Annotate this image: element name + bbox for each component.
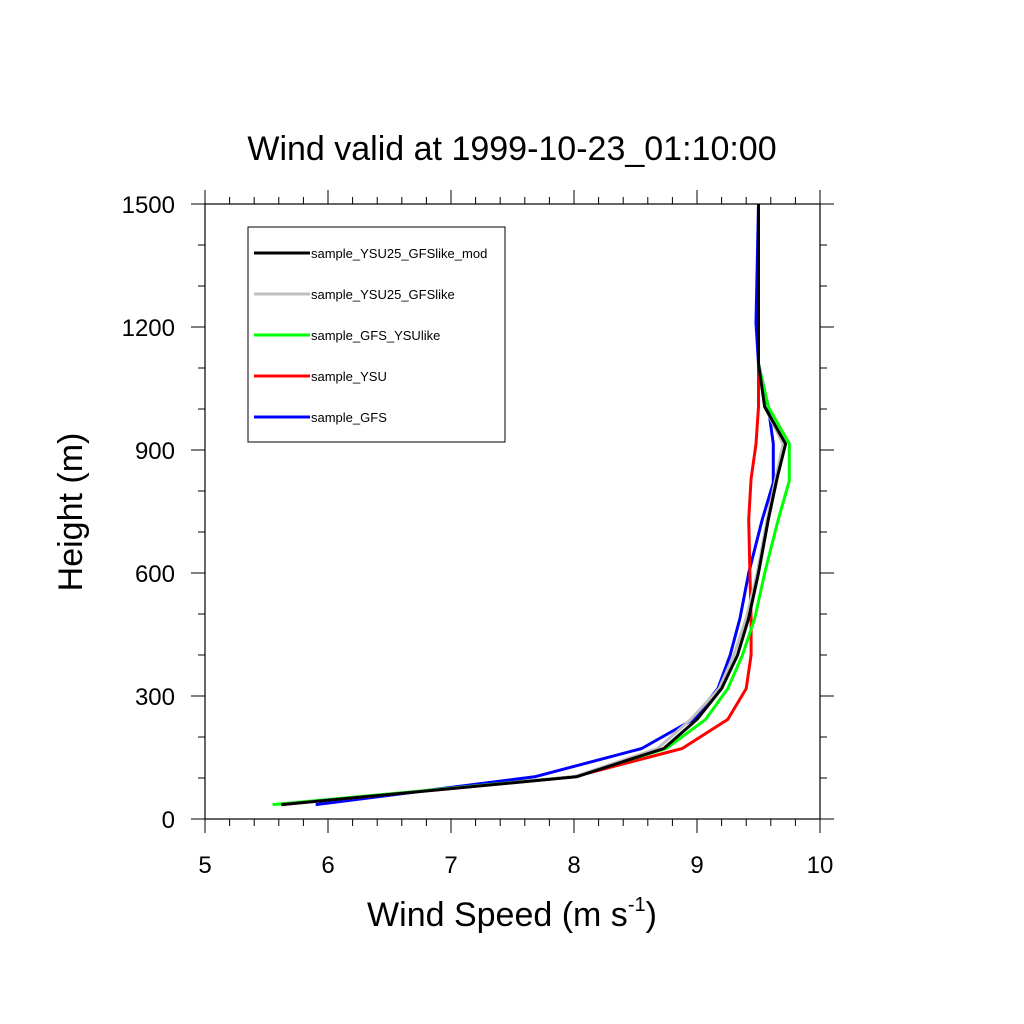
- y-tick-label: 1200: [122, 315, 175, 342]
- x-tick-label: 9: [690, 852, 703, 879]
- x-axis-label: Wind Speed (m s-1): [367, 894, 657, 934]
- legend: sample_YSU25_GFSlike_mod sample_YSU25_GFS…: [247, 226, 506, 443]
- x-tick-label: 6: [321, 852, 334, 879]
- y-tick-label: 900: [135, 438, 175, 465]
- series-line-sample_YSU: [281, 204, 760, 807]
- legend-label: sample_YSU: [311, 369, 387, 384]
- x-axis-label-main: Wind Speed (m s: [367, 896, 628, 934]
- legend-label: sample_GFS: [311, 410, 387, 425]
- x-tick-label: 7: [444, 852, 457, 879]
- y-tick-label: 0: [162, 807, 175, 834]
- y-tick-label: 1500: [122, 192, 175, 219]
- x-tick-label: 5: [198, 852, 211, 879]
- y-axis-label: Height (m): [52, 433, 90, 592]
- x-axis-label-superscript: -1: [628, 894, 646, 916]
- legend-label: sample_YSU25_GFSlike: [311, 287, 455, 302]
- chart-title: Wind valid at 1999-10-23_01:10:00: [247, 130, 776, 168]
- series-line-sample_YSU25_GFSlike_mod: [281, 204, 788, 807]
- y-tick-label: 600: [135, 561, 175, 588]
- y-tick-label: 300: [135, 684, 175, 711]
- legend-label: sample_GFS_YSUlike: [311, 328, 440, 343]
- x-axis-label-end: ): [646, 896, 657, 934]
- plot-lines: [272, 203, 791, 807]
- axis-ticks: [191, 190, 834, 833]
- x-tick-label: 10: [807, 852, 834, 879]
- legend-label: sample_YSU25_GFSlike_mod: [311, 246, 487, 261]
- axis-tick-labels: 5 6 7 8 9 10 0 300 600 900 1200 1500: [122, 192, 834, 879]
- plot-frame: [204, 203, 821, 820]
- x-tick-label: 8: [567, 852, 580, 879]
